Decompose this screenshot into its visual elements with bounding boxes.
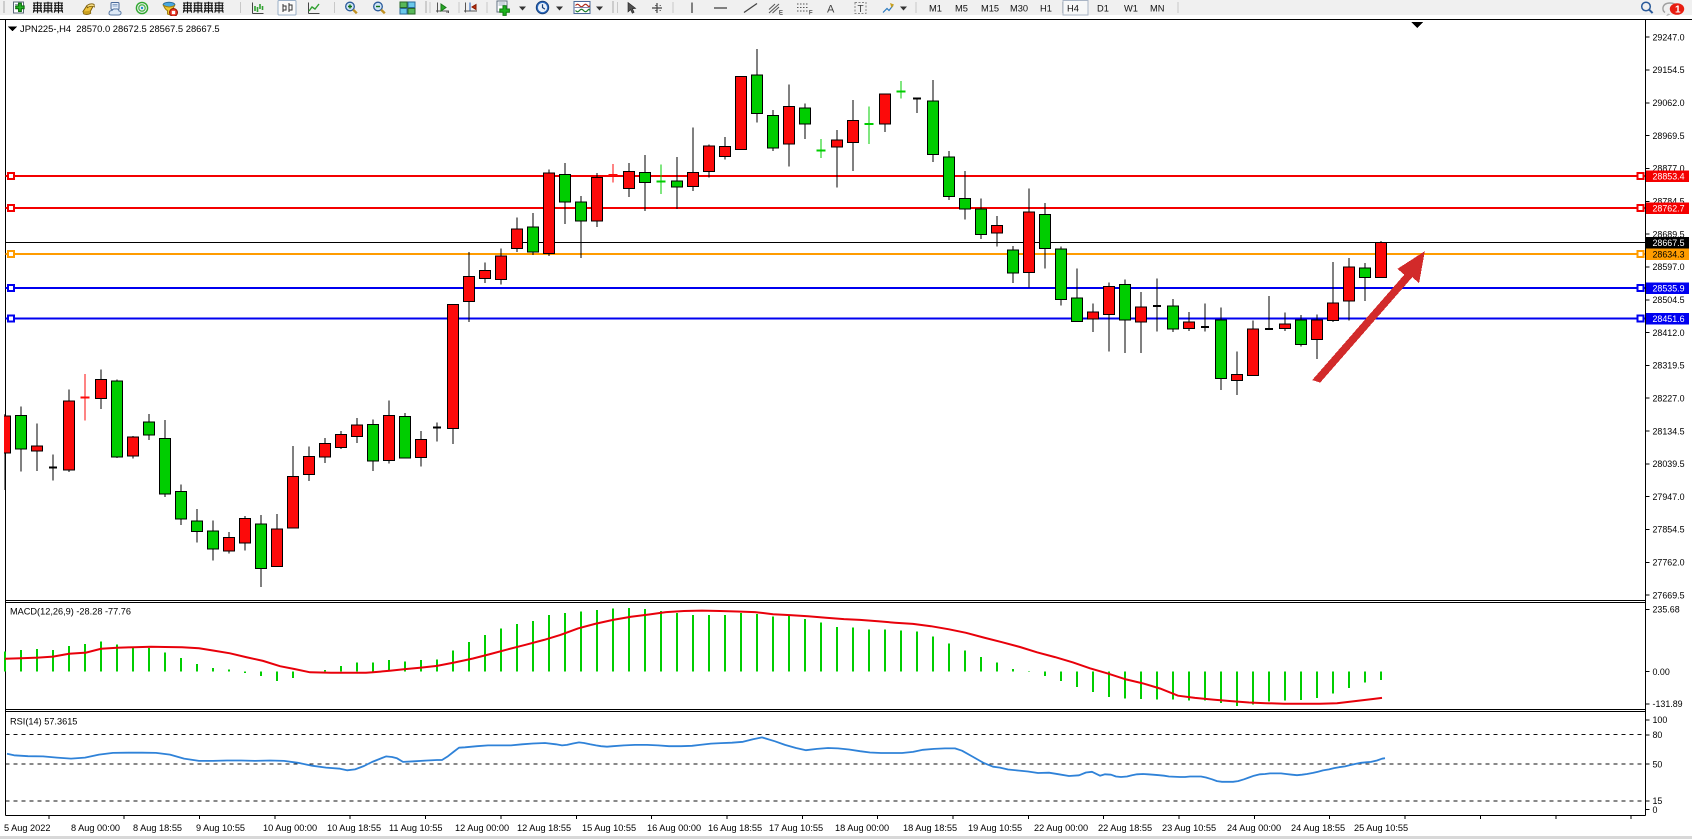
svg-text:28535.9: 28535.9 <box>1653 283 1685 293</box>
svg-text:22 Aug 00:00: 22 Aug 00:00 <box>1034 823 1088 833</box>
svg-text:28689.5: 28689.5 <box>1653 229 1685 239</box>
svg-text:27669.5: 27669.5 <box>1653 590 1685 600</box>
svg-text:5 Aug 2022: 5 Aug 2022 <box>4 823 51 833</box>
svg-text:-131.89: -131.89 <box>1653 699 1683 709</box>
svg-text:H1: H1 <box>1040 4 1052 14</box>
svg-text:28039.5: 28039.5 <box>1653 459 1685 469</box>
svg-text:28412.0: 28412.0 <box>1653 328 1685 338</box>
svg-text:M30: M30 <box>1010 4 1028 14</box>
svg-text:28762.7: 28762.7 <box>1653 203 1685 213</box>
svg-text:22 Aug 18:55: 22 Aug 18:55 <box>1098 823 1152 833</box>
svg-text:23 Aug 10:55: 23 Aug 10:55 <box>1162 823 1216 833</box>
svg-text:28504.5: 28504.5 <box>1653 295 1685 305</box>
svg-text:0: 0 <box>1653 805 1658 815</box>
svg-text:M15: M15 <box>981 4 999 14</box>
svg-text:8 Aug 00:00: 8 Aug 00:00 <box>71 823 120 833</box>
svg-text:12 Aug 00:00: 12 Aug 00:00 <box>455 823 509 833</box>
svg-text:10 Aug 18:55: 10 Aug 18:55 <box>327 823 381 833</box>
svg-text:15: 15 <box>1653 796 1663 806</box>
svg-text:28784.5: 28784.5 <box>1653 197 1685 207</box>
svg-text:1: 1 <box>1675 5 1681 16</box>
svg-text:F: F <box>809 11 813 17</box>
svg-text:28227.0: 28227.0 <box>1653 393 1685 403</box>
svg-text:9 Aug 10:55: 9 Aug 10:55 <box>196 823 245 833</box>
svg-text:E: E <box>779 11 783 17</box>
svg-text:19 Aug 10:55: 19 Aug 10:55 <box>968 823 1022 833</box>
svg-text:RSI(14) 57.3615: RSI(14) 57.3615 <box>10 717 77 727</box>
svg-text:29247.0: 29247.0 <box>1653 32 1685 42</box>
svg-text:28667.5: 28667.5 <box>1653 238 1685 248</box>
svg-text:W1: W1 <box>1124 4 1138 14</box>
svg-text:28319.5: 28319.5 <box>1653 361 1685 371</box>
svg-text:25 Aug 10:55: 25 Aug 10:55 <box>1354 823 1408 833</box>
svg-text:28877.0: 28877.0 <box>1653 164 1685 174</box>
svg-text:MACD(12,26,9) -28.28 -77.76: MACD(12,26,9) -28.28 -77.76 <box>10 607 131 617</box>
svg-text:29154.5: 29154.5 <box>1653 65 1685 75</box>
svg-text:18 Aug 00:00: 18 Aug 00:00 <box>835 823 889 833</box>
svg-text:T: T <box>858 4 864 15</box>
svg-text:28969.5: 28969.5 <box>1653 131 1685 141</box>
svg-text:8 Aug 18:55: 8 Aug 18:55 <box>133 823 182 833</box>
svg-text:M1: M1 <box>929 4 942 14</box>
svg-text:JPN225-,H4 28570.0 28672.5 28: JPN225-,H4 28570.0 28672.5 28567.5 28667… <box>20 23 220 34</box>
svg-text:235.68: 235.68 <box>1653 605 1680 615</box>
svg-text:29062.0: 29062.0 <box>1653 98 1685 108</box>
svg-text:50: 50 <box>1653 759 1663 769</box>
svg-text:24 Aug 00:00: 24 Aug 00:00 <box>1227 823 1281 833</box>
svg-text:27947.0: 27947.0 <box>1653 492 1685 502</box>
svg-text:10 Aug 00:00: 10 Aug 00:00 <box>263 823 317 833</box>
svg-text:28853.4: 28853.4 <box>1653 171 1685 181</box>
svg-text:27854.5: 27854.5 <box>1653 525 1685 535</box>
svg-text:28451.6: 28451.6 <box>1653 314 1685 324</box>
svg-text:0.00: 0.00 <box>1653 667 1670 677</box>
svg-text:16 Aug 00:00: 16 Aug 00:00 <box>647 823 701 833</box>
svg-text:A: A <box>827 4 835 16</box>
svg-text:28134.5: 28134.5 <box>1653 426 1685 436</box>
svg-text:17 Aug 10:55: 17 Aug 10:55 <box>769 823 823 833</box>
svg-text:28597.0: 28597.0 <box>1653 262 1685 272</box>
svg-text:11 Aug 10:55: 11 Aug 10:55 <box>389 823 442 833</box>
svg-text:24 Aug 18:55: 24 Aug 18:55 <box>1291 823 1345 833</box>
svg-text:MN: MN <box>1150 4 1164 14</box>
svg-text:M5: M5 <box>955 4 968 14</box>
svg-text:16 Aug 18:55: 16 Aug 18:55 <box>708 823 762 833</box>
svg-text:12 Aug 18:55: 12 Aug 18:55 <box>517 823 571 833</box>
svg-text:D1: D1 <box>1097 4 1109 14</box>
svg-text:H4: H4 <box>1067 4 1079 14</box>
svg-text:28634.3: 28634.3 <box>1653 249 1685 259</box>
svg-text:80: 80 <box>1653 730 1663 740</box>
svg-text:27762.0: 27762.0 <box>1653 558 1685 568</box>
svg-text:100: 100 <box>1653 715 1668 725</box>
svg-text:15 Aug 10:55: 15 Aug 10:55 <box>582 823 636 833</box>
svg-text:18 Aug 18:55: 18 Aug 18:55 <box>903 823 957 833</box>
